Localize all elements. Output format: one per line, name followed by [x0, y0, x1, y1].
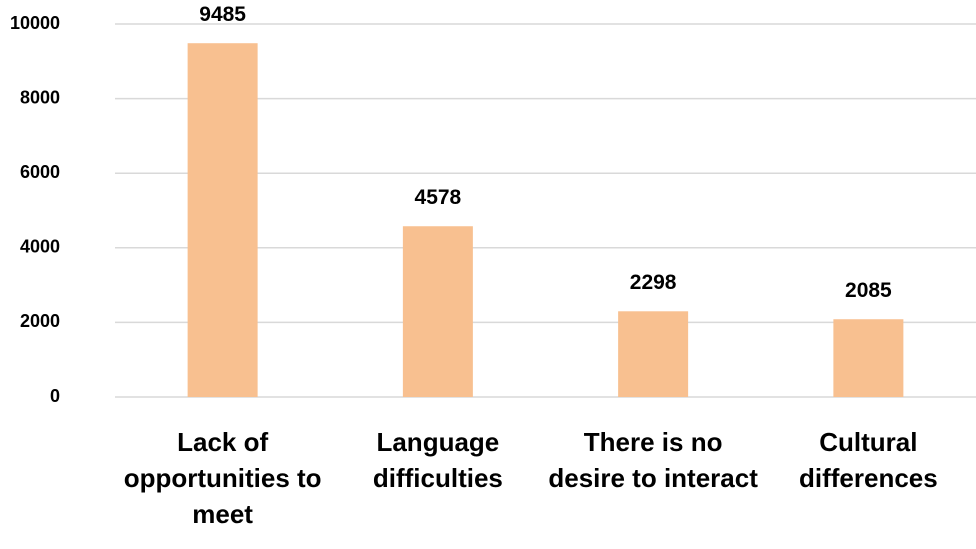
x-tick-label: Cultural differences	[799, 427, 938, 493]
y-tick-label: 0	[50, 386, 60, 406]
bar	[833, 319, 904, 397]
y-tick-label: 4000	[20, 237, 60, 257]
value-label: 2298	[630, 271, 677, 294]
x-tick-label: Lack of opportunities to meet	[123, 427, 322, 529]
x-tick-label: Language difficulties	[372, 427, 503, 493]
bar	[402, 226, 473, 397]
value-label: 9485	[199, 3, 246, 26]
value-label: 4578	[415, 186, 462, 209]
y-tick-label: 8000	[20, 87, 60, 107]
value-label: 2085	[845, 279, 892, 302]
x-tick-label: There is no desire to interact	[548, 427, 758, 493]
y-tick-label: 2000	[20, 311, 60, 331]
y-tick-label: 6000	[20, 162, 60, 182]
bar	[187, 43, 258, 397]
y-tick-label: 10000	[10, 13, 60, 33]
bar	[618, 311, 689, 397]
